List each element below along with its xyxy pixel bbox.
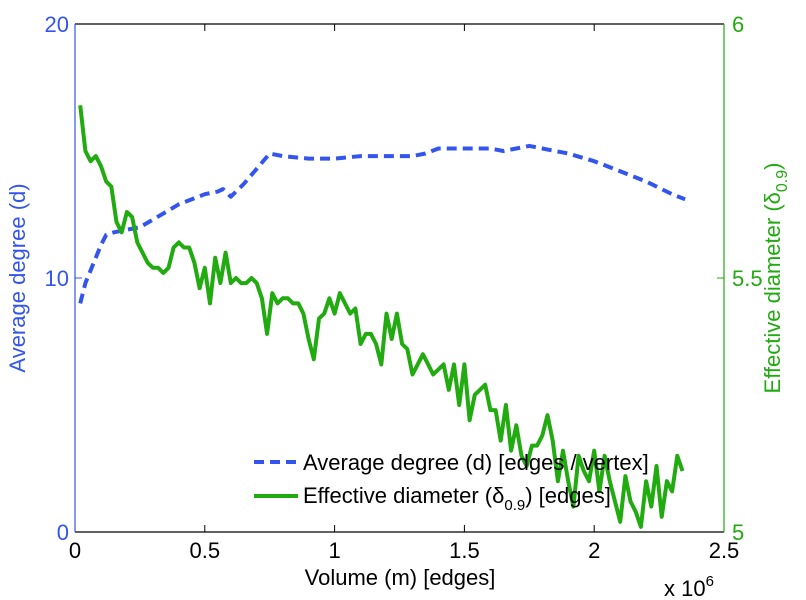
y-axis-right-label-main: Effective diameter (: [760, 204, 785, 394]
y-axis-right-label: Effective diameter (δ0.9): [760, 163, 791, 394]
legend-label-ed-main: Effective diameter (: [303, 483, 493, 508]
y-right-tick-label: 5: [732, 520, 744, 545]
y-right-tick-label: 5.5: [732, 266, 763, 291]
x-tick-label: 2: [588, 538, 600, 563]
y-axis-right-label-end: ): [760, 163, 785, 170]
x-tick-label: 0.5: [190, 538, 221, 563]
y-axis-left-label: Average degree (d): [5, 183, 30, 372]
y-left-tick-label: 10: [45, 266, 69, 291]
x-tick-label: 0: [69, 538, 81, 563]
x-tick-label: 1.5: [449, 538, 480, 563]
y-left-tick-label: 20: [45, 12, 69, 37]
series-layer: [78, 105, 686, 529]
legend-label-effective-diameter: Effective diameter (δ0.9) [edges]: [303, 483, 611, 514]
legend-label-average-degree: Average degree (d) [edges / vertex]: [303, 450, 649, 475]
legend: Average degree (d) [edges / vertex] Effe…: [254, 450, 649, 514]
x-tick-label: 2.5: [709, 538, 740, 563]
y-left-tick-label: 0: [57, 520, 69, 545]
x-axis-label: Volume (m) [edges]: [305, 565, 496, 590]
x-axis-exponent-base: x 10: [664, 576, 706, 600]
legend-label-ed-sub: 0.9: [504, 497, 525, 514]
y-right-tick-label: 6: [732, 12, 744, 37]
y-axis-right-label-sub: 0.9: [774, 170, 791, 192]
y-axis-right-label-delta: δ: [760, 192, 785, 204]
series-effective-diameter-line: [78, 105, 685, 529]
x-axis-exponent-power: 6: [706, 573, 714, 590]
x-axis-exponent: x 106: [664, 573, 714, 600]
x-tick-label: 1: [328, 538, 340, 563]
legend-label-ed-delta: δ: [492, 483, 504, 508]
legend-label-ed-end: ) [edges]: [525, 483, 611, 508]
frame-layer: [74, 23, 725, 533]
